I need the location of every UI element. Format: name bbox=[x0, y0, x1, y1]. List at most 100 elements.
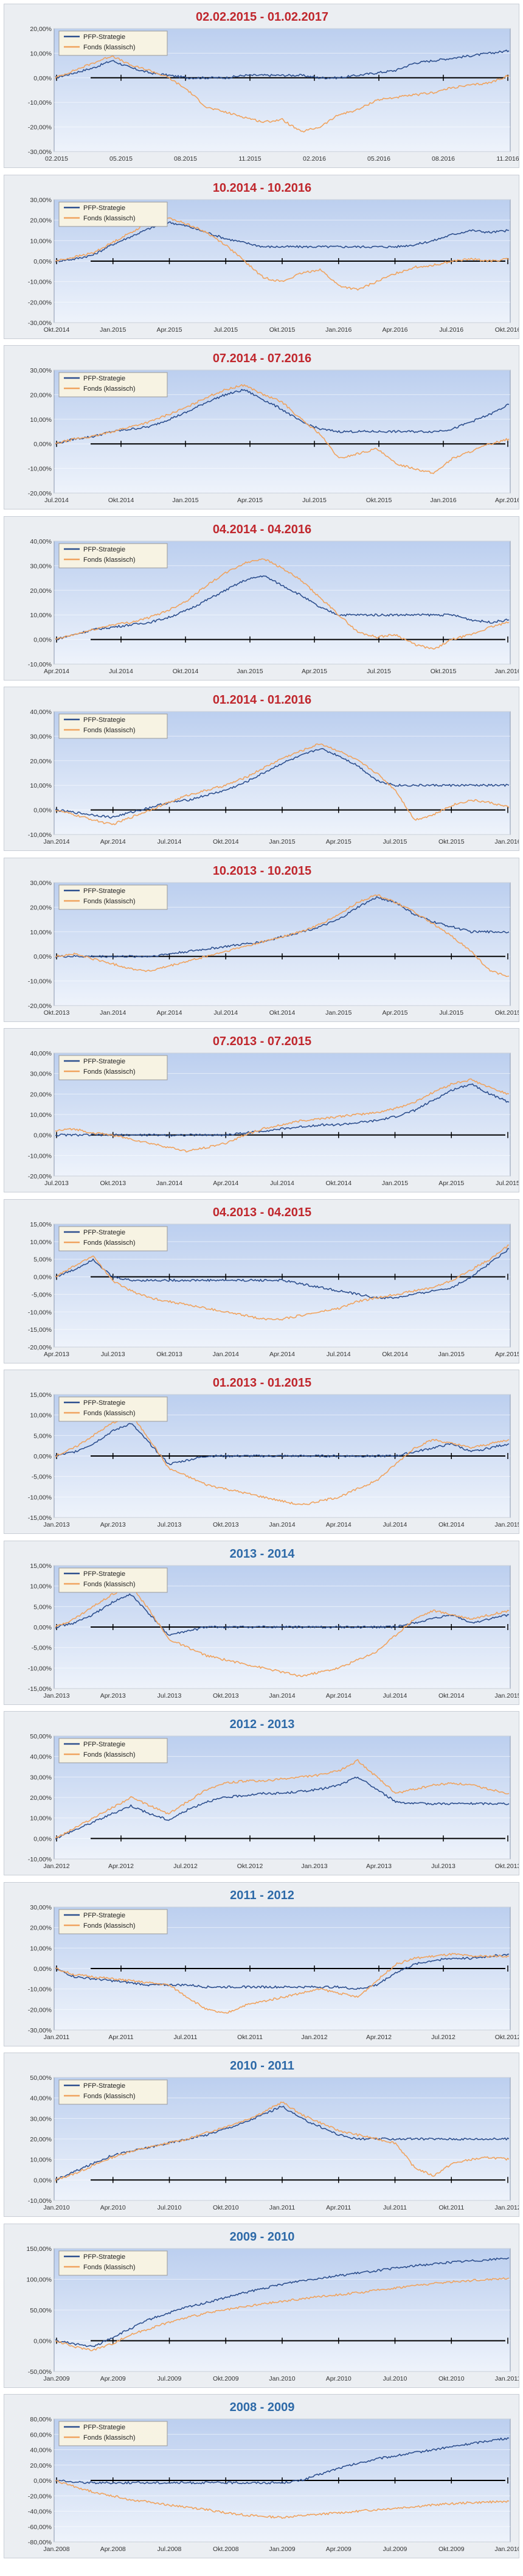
series-line-fund bbox=[55, 384, 510, 474]
x-tick-label: Jul.2015 bbox=[367, 668, 391, 675]
y-tick-label: 0,00% bbox=[33, 75, 52, 82]
legend-label: PFP-Strategie bbox=[83, 375, 125, 382]
x-tick-label: Apr.2013 bbox=[100, 1692, 126, 1699]
chart-title: 07.2013 - 07.2015 bbox=[213, 1035, 311, 1048]
y-tick-label: 40,00% bbox=[30, 1050, 52, 1057]
x-tick-label: Jul.2010 bbox=[383, 2375, 407, 2382]
x-tick-label: Jul.2016 bbox=[439, 326, 463, 334]
x-tick-label: Jul.2012 bbox=[173, 1863, 198, 1870]
x-tick-label: Jul.2015 bbox=[213, 326, 238, 334]
y-tick-label: 50,00% bbox=[30, 2307, 52, 2314]
y-tick-label: 0,00% bbox=[33, 953, 52, 961]
x-tick-label: 08.2016 bbox=[432, 155, 455, 163]
x-tick-label: Apr.2015 bbox=[495, 1351, 519, 1358]
x-tick-label: 05.2016 bbox=[367, 155, 390, 163]
chart-svg: 2013 - 2014 15,00% 10,00% 5,00% 0,00% -5,00% -… bbox=[28, 1547, 519, 1699]
y-tick-label: 20,00% bbox=[30, 2462, 52, 2469]
y-tick-label: 10,00% bbox=[30, 2157, 52, 2164]
y-tick-label: 0,00% bbox=[33, 1132, 52, 1139]
x-tick-label: Okt.2015 bbox=[438, 838, 465, 845]
y-tick-label: -30,00% bbox=[28, 2027, 52, 2034]
chart-svg: 01.2014 - 01.2016 40,00% 30,00% 20,00% 10,00… bbox=[28, 693, 519, 845]
legend-label: Fonds (klassisch) bbox=[83, 2093, 136, 2100]
legend-box bbox=[58, 1055, 168, 1080]
legend-label: Fonds (klassisch) bbox=[83, 1068, 136, 1076]
y-tick-label: -5,00% bbox=[32, 1474, 52, 1481]
x-tick-label: Jul.2014 bbox=[44, 497, 69, 504]
legend-box bbox=[58, 201, 168, 226]
chart-svg: 02.02.2015 - 01.02.2017 20,00% 10,00% 0,00%… bbox=[28, 10, 519, 163]
legend-label: PFP-Strategie bbox=[83, 205, 125, 212]
y-tick-label: 40,00% bbox=[30, 2447, 52, 2454]
legend-label: Fonds (klassisch) bbox=[83, 556, 136, 564]
series-line-strategy bbox=[55, 49, 510, 80]
chart-panel: 01.2014 - 01.2016 40,00% 30,00% 20,00% 10,00… bbox=[4, 687, 519, 851]
y-tick-label: 30,00% bbox=[30, 733, 52, 740]
x-tick-label: Jul.2014 bbox=[213, 1009, 238, 1017]
chart-panel: 2013 - 2014 15,00% 10,00% 5,00% 0,00% -5,00% -… bbox=[4, 1540, 519, 1705]
y-tick-label: 10,00% bbox=[30, 50, 52, 57]
y-tick-label: -10,00% bbox=[28, 1152, 52, 1160]
x-tick-label: Jan.2011 bbox=[269, 2204, 296, 2211]
x-tick-label: Okt.2012 bbox=[495, 2034, 519, 2041]
x-tick-label: Jan.2011 bbox=[44, 2034, 70, 2041]
series-line-fund bbox=[55, 558, 510, 649]
x-tick-label: Jan.2013 bbox=[301, 1863, 327, 1870]
y-tick-label: 40,00% bbox=[30, 2095, 52, 2102]
legend-box bbox=[58, 2250, 168, 2275]
x-tick-label: Jul.2011 bbox=[383, 2204, 407, 2211]
x-tick-label: Okt.2015 bbox=[431, 668, 457, 675]
x-tick-label: Jan.2015 bbox=[494, 1521, 519, 1528]
series-line-strategy bbox=[55, 1593, 510, 1636]
x-tick-label: Jan.2014 bbox=[269, 1692, 295, 1699]
x-tick-label: Okt.2013 bbox=[213, 1692, 239, 1699]
x-tick-label: Jan.2014 bbox=[100, 1009, 126, 1017]
y-tick-label: -10,00% bbox=[28, 661, 52, 668]
y-tick-label: -30,00% bbox=[28, 320, 52, 327]
chart-title: 2012 - 2013 bbox=[230, 1718, 295, 1731]
y-tick-label: -5,00% bbox=[32, 1644, 52, 1651]
x-tick-label: Okt.2014 bbox=[438, 1692, 465, 1699]
series-line-strategy bbox=[55, 1248, 509, 1299]
x-tick-label: Jan.2016 bbox=[494, 838, 519, 845]
series-line-strategy bbox=[55, 388, 510, 445]
x-tick-label: Jan.2014 bbox=[156, 1180, 182, 1187]
x-tick-label: Apr.2014 bbox=[326, 1692, 352, 1699]
chart-title: 04.2013 - 04.2015 bbox=[213, 1206, 311, 1219]
chart-title: 10.2013 - 10.2015 bbox=[213, 864, 311, 878]
chart-panel: 2012 - 2013 50,00% 40,00% 30,00% 20,00% 10,00… bbox=[4, 1711, 519, 1875]
x-tick-label: Apr.2013 bbox=[100, 1521, 126, 1528]
y-tick-label: 5,00% bbox=[33, 1603, 52, 1611]
x-tick-label: Jan.2014 bbox=[213, 1351, 239, 1358]
y-tick-label: -10,00% bbox=[28, 1494, 52, 1501]
y-tick-label: 30,00% bbox=[30, 1904, 52, 1911]
legend-box bbox=[58, 1567, 168, 1592]
chart-svg: 2009 - 2010 150,00% 100,00% 50,00% 0,00% -50,… bbox=[27, 2230, 519, 2382]
x-tick-label: Jan.2010 bbox=[494, 2546, 519, 2553]
y-tick-label: -20,00% bbox=[28, 2006, 52, 2014]
x-tick-label: Jan.2012 bbox=[301, 2034, 327, 2041]
legend-label: PFP-Strategie bbox=[83, 1741, 125, 1748]
x-tick-label: Jan.2015 bbox=[269, 838, 295, 845]
legend-box bbox=[58, 2421, 168, 2446]
x-tick-label: Jan.2008 bbox=[43, 2546, 69, 2553]
x-tick-label: Jul.2011 bbox=[174, 2034, 198, 2041]
chart-panel: 2010 - 2011 50,00% 40,00% 30,00% 20,00% 10,00… bbox=[4, 2053, 519, 2217]
chart-title: 01.2013 - 01.2015 bbox=[213, 1376, 311, 1390]
y-tick-label: -30,00% bbox=[28, 149, 52, 156]
x-tick-label: Okt.2012 bbox=[237, 1863, 263, 1870]
y-tick-label: -10,00% bbox=[28, 831, 52, 839]
y-tick-label: 15,00% bbox=[30, 1221, 52, 1228]
chart-panel: 10.2014 - 10.2016 30,00% 20,00% 10,00% 0,00%… bbox=[4, 174, 519, 339]
y-tick-label: 60,00% bbox=[30, 2431, 52, 2438]
legend-label: Fonds (klassisch) bbox=[83, 1922, 136, 1930]
x-tick-label: Jul.2015 bbox=[302, 497, 327, 504]
x-tick-label: Okt.2008 bbox=[213, 2546, 239, 2553]
x-tick-label: Apr.2015 bbox=[237, 497, 263, 504]
legend-label: PFP-Strategie bbox=[83, 716, 125, 724]
legend-box bbox=[58, 543, 168, 568]
legend-label: Fonds (klassisch) bbox=[83, 1581, 136, 1588]
x-tick-label: Okt.2015 bbox=[495, 1009, 519, 1017]
y-tick-label: -20,00% bbox=[28, 490, 52, 497]
